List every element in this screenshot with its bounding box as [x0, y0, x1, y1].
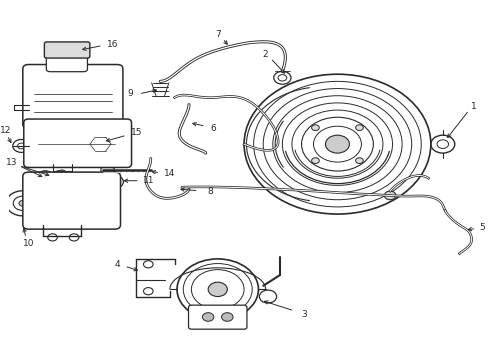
Circle shape [208, 282, 227, 297]
FancyBboxPatch shape [46, 50, 87, 72]
Circle shape [44, 180, 47, 183]
Circle shape [19, 201, 27, 206]
Text: 4: 4 [114, 260, 120, 269]
Circle shape [50, 175, 53, 177]
Text: 2: 2 [262, 50, 268, 59]
Circle shape [355, 125, 363, 131]
Circle shape [325, 135, 349, 153]
Circle shape [48, 172, 51, 174]
Circle shape [48, 179, 51, 181]
Circle shape [37, 175, 40, 177]
Text: 6: 6 [210, 123, 215, 132]
Text: 5: 5 [479, 223, 485, 232]
Circle shape [51, 175, 54, 177]
Text: 16: 16 [106, 40, 118, 49]
Text: 3: 3 [301, 310, 306, 319]
FancyBboxPatch shape [24, 119, 131, 167]
Text: 12: 12 [0, 126, 11, 135]
Circle shape [58, 180, 61, 183]
FancyBboxPatch shape [23, 64, 122, 129]
Circle shape [58, 170, 61, 172]
Circle shape [52, 171, 67, 182]
Circle shape [39, 179, 42, 181]
Circle shape [63, 172, 66, 174]
Text: 10: 10 [23, 239, 34, 248]
Circle shape [63, 179, 66, 181]
Text: 13: 13 [6, 158, 18, 167]
Circle shape [62, 46, 72, 54]
Circle shape [221, 313, 233, 321]
Circle shape [38, 171, 53, 182]
Circle shape [80, 199, 87, 204]
Circle shape [65, 175, 68, 177]
Circle shape [311, 158, 319, 163]
FancyBboxPatch shape [44, 42, 90, 58]
Circle shape [384, 191, 395, 200]
Circle shape [53, 172, 56, 174]
FancyBboxPatch shape [188, 305, 246, 329]
Circle shape [355, 158, 363, 163]
Circle shape [39, 172, 42, 174]
Circle shape [311, 125, 319, 131]
Text: 15: 15 [130, 128, 142, 137]
Circle shape [106, 175, 123, 188]
Text: 11: 11 [142, 176, 154, 185]
Circle shape [44, 170, 47, 172]
Text: 9: 9 [127, 89, 133, 98]
Circle shape [90, 136, 111, 152]
Text: 8: 8 [207, 187, 213, 196]
Text: 14: 14 [164, 169, 175, 178]
Text: 1: 1 [470, 102, 476, 111]
FancyBboxPatch shape [23, 172, 120, 229]
Circle shape [53, 179, 56, 181]
Text: 7: 7 [214, 30, 220, 39]
Circle shape [202, 313, 213, 321]
